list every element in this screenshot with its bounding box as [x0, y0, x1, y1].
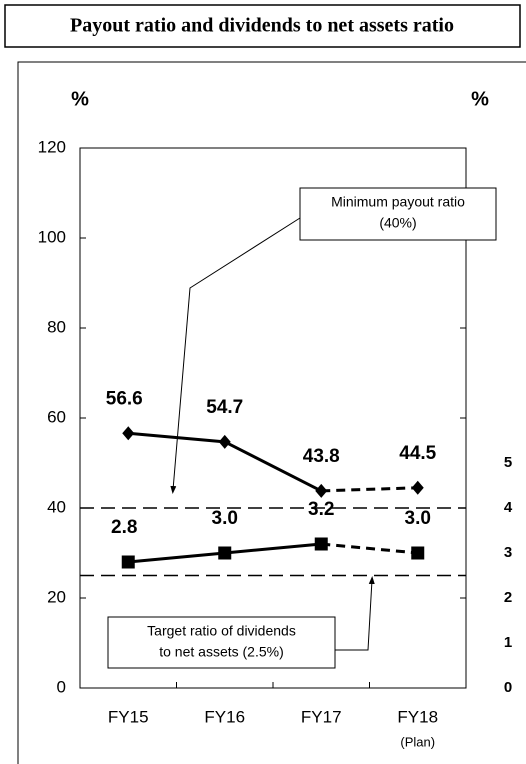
annotation-text: (40%) [379, 215, 416, 231]
y2-tick-label: 5 [504, 454, 512, 471]
point [314, 537, 328, 551]
point [121, 555, 135, 569]
point [315, 483, 328, 498]
point [411, 480, 424, 495]
line-segment [224, 440, 322, 493]
point [218, 546, 232, 560]
x-tick-label: FY16 [204, 707, 245, 726]
data-label: 3.0 [405, 508, 431, 529]
y-tick-label: 40 [47, 497, 66, 516]
chart-frame [17, 61, 526, 764]
annotation-leader [170, 217, 301, 494]
line-segment [224, 542, 322, 555]
line-segment [128, 551, 225, 564]
data-label: 43.8 [303, 446, 340, 467]
data-label: 2.8 [111, 517, 137, 538]
y-tick-label: 20 [47, 587, 66, 606]
line-segment [321, 486, 418, 493]
annotation-text: Minimum payout ratio [331, 194, 465, 210]
x-tick-label: FY17 [301, 707, 342, 726]
annotation-text: Target ratio of dividends [147, 623, 296, 639]
y-tick-label: 100 [38, 227, 66, 246]
data-label: 3.0 [212, 508, 238, 529]
chart-title: Payout ratio and dividends to net assets… [70, 15, 454, 37]
y2-tick-label: 4 [504, 499, 513, 516]
data-label: 56.6 [106, 388, 143, 409]
point [218, 434, 231, 449]
x-tick-note: (Plan) [400, 734, 435, 749]
annotation-box [299, 187, 497, 241]
title-box [4, 4, 521, 48]
y2-tick-label: 2 [504, 589, 512, 606]
line-segment [128, 431, 225, 444]
y2-axis-label: % [471, 88, 489, 110]
x-tick-label: FY18 [397, 707, 438, 726]
y-tick-label: 0 [57, 677, 66, 696]
annotation-leader [335, 576, 375, 651]
y-tick-label: 80 [47, 317, 66, 336]
line-segment [321, 542, 418, 555]
point [411, 546, 425, 560]
annotation-box [107, 616, 336, 669]
y2-tick-label: 1 [504, 634, 512, 651]
y-axis-label: % [71, 88, 89, 110]
y2-tick-label: 0 [504, 679, 512, 696]
point [122, 426, 135, 441]
y-tick-label: 60 [47, 407, 66, 426]
x-tick-label: FY15 [108, 707, 149, 726]
data-label: 3.2 [308, 499, 334, 520]
data-label: 44.5 [399, 443, 436, 464]
data-label: 54.7 [206, 397, 243, 418]
y2-tick-label: 3 [504, 544, 512, 561]
annotation-text: to net assets (2.5%) [159, 644, 284, 660]
y-tick-label: 120 [38, 137, 66, 156]
